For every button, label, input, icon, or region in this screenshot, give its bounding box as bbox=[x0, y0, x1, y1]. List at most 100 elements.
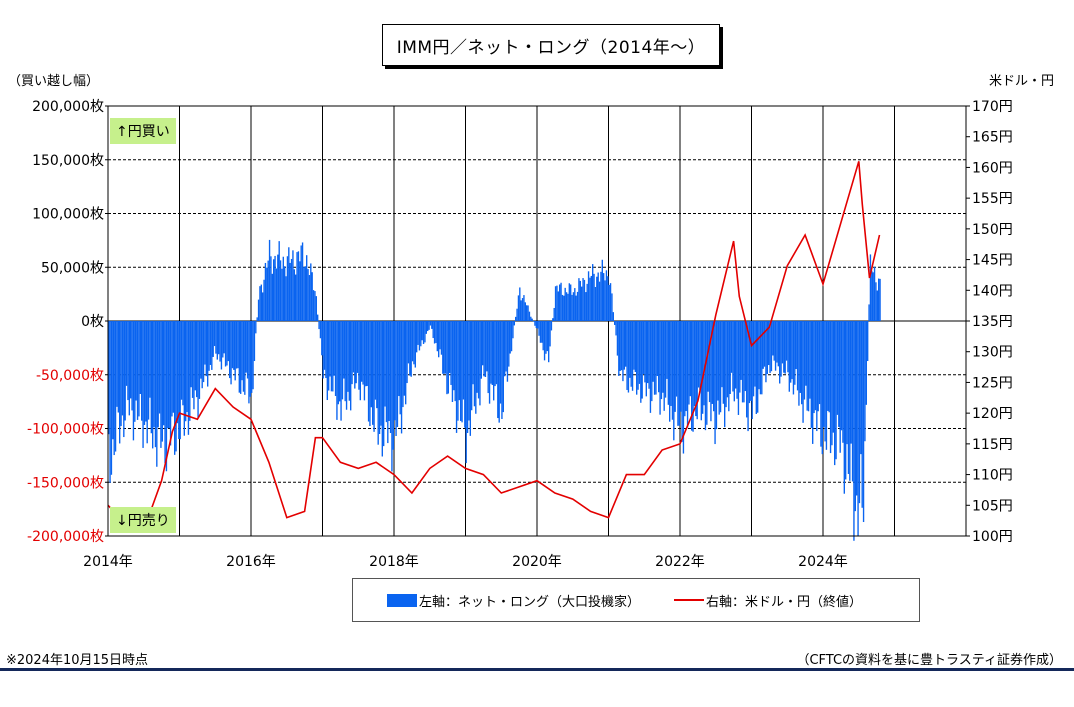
net-long-bar bbox=[289, 262, 291, 321]
net-long-bar bbox=[644, 321, 646, 383]
net-long-bar bbox=[695, 321, 697, 417]
net-long-bar bbox=[134, 321, 136, 422]
net-long-bar bbox=[176, 321, 179, 424]
net-long-bar bbox=[174, 321, 176, 455]
net-long-bar bbox=[251, 321, 253, 393]
net-long-bar bbox=[735, 321, 737, 389]
net-long-bar bbox=[653, 321, 656, 395]
net-long-bar bbox=[479, 321, 481, 406]
net-long-bar bbox=[550, 321, 553, 331]
net-long-bar bbox=[179, 321, 181, 440]
net-long-bar bbox=[410, 321, 412, 377]
net-long-bar bbox=[158, 321, 161, 414]
net-long-bar bbox=[329, 321, 331, 377]
net-long-bar bbox=[784, 321, 786, 374]
net-long-bar bbox=[169, 321, 172, 446]
right-tick-label: 105円 bbox=[972, 498, 1013, 514]
yen-buy-badge: ↑円買い bbox=[110, 118, 176, 144]
net-long-bar bbox=[545, 321, 547, 354]
net-long-bar bbox=[663, 321, 665, 411]
net-long-bar bbox=[629, 321, 631, 378]
net-long-bar bbox=[246, 321, 249, 379]
net-long-bar bbox=[207, 321, 209, 387]
net-long-bar bbox=[680, 321, 682, 412]
net-long-bar bbox=[788, 321, 790, 392]
net-long-bar bbox=[347, 321, 349, 392]
net-long-bar bbox=[363, 321, 366, 401]
net-long-bar bbox=[356, 321, 359, 373]
net-long-bar bbox=[875, 282, 877, 321]
left-tick-label: -100,000枚 bbox=[27, 422, 104, 438]
net-long-bar bbox=[777, 321, 779, 367]
net-long-bar bbox=[642, 321, 645, 375]
net-long-bar bbox=[785, 321, 788, 361]
right-tick-label: 100円 bbox=[972, 529, 1013, 545]
net-long-bar bbox=[149, 321, 151, 398]
net-long-bar bbox=[715, 321, 718, 430]
net-long-bar bbox=[355, 321, 357, 384]
net-long-bar bbox=[253, 321, 256, 362]
net-long-bar bbox=[286, 256, 289, 321]
right-tick-label: 150円 bbox=[972, 222, 1013, 238]
legend: 左軸：ネット・ロング（大口投機家） 右軸：米ドル・円（終値） bbox=[352, 578, 920, 622]
net-long-bar bbox=[847, 321, 850, 474]
net-long-bar bbox=[493, 321, 495, 401]
net-long-bar bbox=[359, 321, 361, 401]
net-long-bar bbox=[702, 321, 704, 414]
net-long-bar bbox=[330, 321, 333, 392]
left-tick-label: -150,000枚 bbox=[27, 475, 104, 491]
net-long-bar bbox=[553, 307, 555, 321]
net-long-bar bbox=[475, 321, 477, 414]
net-long-bar bbox=[864, 321, 866, 442]
net-long-bar bbox=[337, 321, 339, 405]
net-long-bar bbox=[160, 321, 162, 448]
net-long-bar bbox=[528, 311, 531, 321]
net-long-bar bbox=[812, 321, 814, 444]
net-long-bar bbox=[165, 321, 168, 472]
net-long-bar bbox=[388, 321, 390, 422]
net-long-bar bbox=[557, 291, 559, 321]
net-long-bar bbox=[377, 321, 379, 445]
net-long-bar bbox=[838, 321, 840, 427]
net-long-bar bbox=[271, 273, 273, 321]
net-long-bar bbox=[477, 321, 480, 399]
net-long-bar bbox=[490, 321, 492, 384]
net-long-bar bbox=[835, 321, 837, 460]
net-long-bar bbox=[461, 321, 463, 423]
net-long-bar bbox=[304, 266, 306, 321]
net-long-bar bbox=[520, 300, 522, 321]
net-long-bar bbox=[807, 321, 810, 412]
net-long-bar bbox=[521, 298, 524, 321]
net-long-bar bbox=[535, 321, 537, 329]
net-long-bar bbox=[718, 321, 720, 415]
net-long-bar bbox=[400, 321, 403, 434]
net-long-bar bbox=[416, 321, 418, 353]
x-tick-label: 2016年 bbox=[226, 554, 276, 570]
net-long-bar bbox=[867, 321, 869, 362]
net-long-bar bbox=[136, 321, 139, 420]
net-long-bar bbox=[248, 321, 250, 404]
net-long-bar bbox=[746, 321, 748, 418]
net-long-bar bbox=[194, 321, 196, 391]
net-long-bar bbox=[154, 321, 157, 448]
net-long-bar bbox=[380, 321, 382, 426]
net-long-bar bbox=[770, 321, 773, 372]
net-long-bar bbox=[681, 321, 683, 442]
net-long-bar bbox=[664, 321, 667, 398]
net-long-bar bbox=[597, 272, 599, 321]
usdjpy-line bbox=[107, 161, 881, 531]
net-long-bar bbox=[117, 321, 119, 413]
net-long-bar bbox=[600, 271, 602, 321]
net-long-bar bbox=[310, 263, 312, 321]
net-long-bar bbox=[308, 275, 311, 321]
net-long-bar bbox=[365, 321, 367, 387]
net-long-bar bbox=[748, 321, 751, 404]
x-tick-label: 2018年 bbox=[369, 554, 419, 570]
net-long-bar bbox=[692, 321, 694, 432]
net-long-bar bbox=[790, 321, 792, 383]
net-long-bar bbox=[218, 321, 220, 355]
net-long-bar bbox=[119, 321, 121, 444]
net-long-bar bbox=[829, 321, 832, 454]
net-long-bar bbox=[242, 321, 245, 392]
right-tick-label: 160円 bbox=[972, 160, 1013, 176]
